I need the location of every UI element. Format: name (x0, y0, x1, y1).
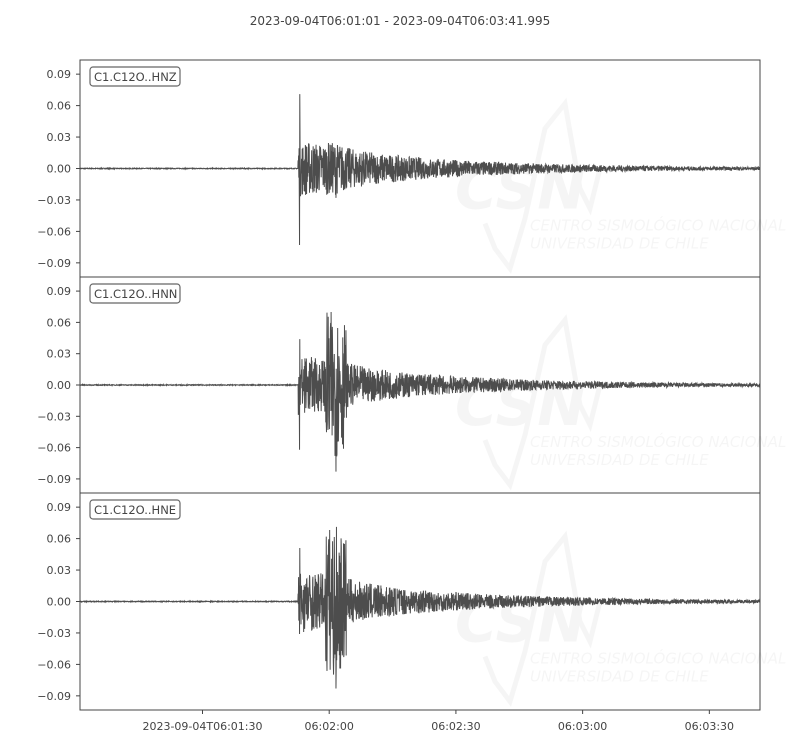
y-tick-label: −0.03 (37, 410, 71, 423)
y-tick-label: −0.03 (37, 627, 71, 640)
trace-label-box (89, 499, 181, 520)
y-tick-label: 0.03 (47, 564, 72, 577)
y-tick-label: 0.03 (47, 348, 72, 361)
trace-panel-hnn: CSNCENTRO SISMOLÓGICO NACIONALUNIVERSIDA… (37, 276, 786, 494)
chart-title: 2023-09-04T06:01:01 - 2023-09-04T06:03:4… (250, 14, 551, 28)
trace-panel-hne: CSNCENTRO SISMOLÓGICO NACIONALUNIVERSIDA… (37, 492, 786, 711)
trace-label-text: C1.C12O..HNE (94, 503, 176, 517)
y-tick-label: 0.03 (47, 131, 72, 144)
y-tick-label: 0.06 (47, 533, 72, 546)
y-tick-label: −0.09 (37, 257, 71, 270)
y-tick-label: 0.09 (47, 285, 72, 298)
trace-label: C1.C12O..HNN (89, 283, 181, 304)
waveform-line (79, 311, 761, 472)
y-tick-label: −0.09 (37, 690, 71, 703)
y-tick-label: 0.06 (47, 100, 72, 113)
y-tick-label: 0.06 (47, 316, 72, 329)
y-tick-label: 0.00 (47, 163, 72, 176)
trace-label: C1.C12O..HNE (89, 499, 181, 520)
y-tick-label: −0.03 (37, 194, 71, 207)
y-tick-label: 0.09 (47, 501, 72, 514)
y-tick-label: 0.00 (47, 596, 72, 609)
waveform-line (79, 94, 761, 246)
y-tick-label: −0.09 (37, 473, 71, 486)
watermark-line1: CENTRO SISMOLÓGICO NACIONAL (530, 432, 786, 451)
watermark-line2: UNIVERSIDAD DE CHILE (530, 668, 709, 686)
watermark-line2: UNIVERSIDAD DE CHILE (530, 235, 709, 253)
x-tick-label: 06:02:00 (304, 720, 353, 733)
csn-watermark: CSNCENTRO SISMOLÓGICO NACIONALUNIVERSIDA… (455, 537, 786, 702)
trace-label-text: C1.C12O..HNN (94, 287, 177, 301)
trace-label-box (89, 66, 181, 87)
x-tick-label: 06:03:30 (685, 720, 734, 733)
csn-watermark: CSNCENTRO SISMOLÓGICO NACIONALUNIVERSIDA… (455, 104, 786, 269)
csn-watermark: CSNCENTRO SISMOLÓGICO NACIONALUNIVERSIDA… (455, 320, 786, 485)
trace-label: C1.C12O..HNZ (89, 66, 181, 87)
y-tick-label: −0.06 (37, 442, 71, 455)
trace-label-text: C1.C12O..HNZ (94, 70, 177, 84)
x-tick-label: 2023-09-04T06:01:30 (142, 720, 262, 733)
trace-panel-hnz: CSNCENTRO SISMOLÓGICO NACIONALUNIVERSIDA… (37, 59, 786, 278)
watermark-line1: CENTRO SISMOLÓGICO NACIONAL (530, 216, 786, 235)
y-tick-label: 0.09 (47, 68, 72, 81)
waveform-line (79, 526, 761, 689)
x-tick-label: 06:03:00 (558, 720, 607, 733)
y-tick-label: 0.00 (47, 379, 72, 392)
y-tick-label: −0.06 (37, 225, 71, 238)
x-tick-label: 06:02:30 (431, 720, 480, 733)
trace-label-box (89, 283, 181, 304)
watermark-line1: CENTRO SISMOLÓGICO NACIONAL (530, 649, 786, 668)
y-tick-label: −0.06 (37, 658, 71, 671)
watermark-line2: UNIVERSIDAD DE CHILE (530, 451, 709, 469)
